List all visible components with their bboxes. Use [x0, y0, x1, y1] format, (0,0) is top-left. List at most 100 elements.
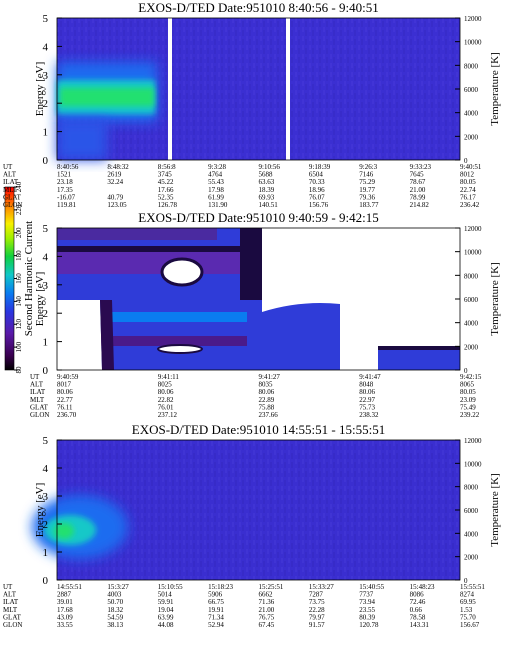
ephemeris-value: 72.46	[410, 598, 426, 606]
ephemeris-value: 3745	[158, 171, 173, 179]
ephemeris-value: 4003	[107, 591, 122, 599]
y2-axis-label: Temperature [K]	[489, 262, 501, 335]
ephemeris-value: 9:41:11	[158, 373, 180, 381]
colorbar-tick-label: 140	[15, 296, 23, 307]
ephemeris-value: 140.51	[259, 201, 279, 209]
ephemeris-value: 8025	[158, 381, 173, 389]
ephemeris-row-label: ALT	[30, 381, 44, 389]
ephemeris-row-label: UT	[3, 163, 13, 171]
ephemeris-value: 9:40:59	[57, 373, 79, 381]
ephemeris-value: 67.45	[259, 621, 275, 629]
colorbar	[5, 187, 14, 370]
ephemeris-row-label: ALT	[3, 171, 17, 179]
y2-tick-label: 12000	[464, 437, 482, 445]
y2-tick-label: 10000	[464, 249, 482, 257]
ephemeris-value: 15:40:55	[359, 583, 384, 591]
ephemeris-value: 131.90	[208, 201, 228, 209]
ephemeris-value: 17.68	[57, 606, 73, 614]
ephemeris-value: 9:41:47	[359, 373, 381, 381]
ephemeris-value: 22.82	[158, 396, 174, 404]
ephemeris-value: 22.28	[309, 606, 325, 614]
feature	[57, 246, 240, 254]
y2-tick-label: 12000	[464, 225, 482, 233]
y-axis-label: Energy [eV]	[34, 272, 46, 326]
feature	[240, 228, 262, 300]
y-tick-label: 2	[43, 98, 49, 110]
data-gap	[168, 18, 172, 160]
ephemeris-value: 238.32	[359, 411, 379, 419]
ephemeris-value: 15:18:23	[208, 583, 233, 591]
colorbar-tick-label: 200	[15, 227, 23, 238]
y-tick-label: 4	[43, 41, 49, 53]
ephemeris-value: 52.35	[158, 193, 174, 201]
ephemeris-row-label: MLT	[30, 396, 45, 404]
ephemeris-value: 76.01	[158, 403, 174, 411]
ephemeris-value: 38.13	[107, 621, 123, 629]
ephemeris-value: 9:26:3	[359, 163, 377, 171]
y-tick-label: 0	[43, 575, 49, 587]
ephemeris-value: 79.36	[359, 193, 375, 201]
spectrogram-layer	[5, 18, 460, 580]
y-tick-label: 1	[43, 337, 49, 349]
ephemeris-value: 22.97	[359, 396, 375, 404]
ephemeris-value: 59.91	[158, 598, 174, 606]
colorbar-tick-label: 100	[15, 341, 23, 352]
feature	[54, 523, 74, 539]
colorbar-tick-label: 160	[15, 273, 23, 284]
ephemeris-value: 9:10:56	[259, 163, 281, 171]
ephemeris-value: 9:40:51	[460, 163, 482, 171]
ephemeris-value: 23.55	[359, 606, 375, 614]
ephemeris-value: 214.82	[410, 201, 430, 209]
ephemeris-value: 79.97	[309, 613, 325, 621]
ephemeris-value: 17.66	[158, 186, 174, 194]
ephemeris-value: 22.89	[259, 396, 275, 404]
ephemeris-value: 8274	[460, 591, 475, 599]
ephemeris-value: 80.06	[57, 388, 73, 396]
y-tick-label: 0	[43, 155, 49, 167]
colorbar-tick-label: 80	[15, 366, 23, 374]
ephemeris-value: 9:42:15	[460, 373, 482, 381]
y-tick-label: 0	[43, 365, 49, 377]
texture	[57, 440, 460, 580]
ephemeris-row-label: ILAT	[3, 178, 19, 186]
ephemeris-value: 33.55	[57, 621, 73, 629]
no-data	[57, 300, 102, 370]
feature	[57, 336, 247, 346]
y-tick-label: 3	[43, 70, 49, 82]
ephemeris-value: 69.95	[460, 598, 476, 606]
ephemeris-value: 120.78	[359, 621, 379, 629]
y2-tick-label: 6000	[464, 296, 479, 304]
ephemeris-value: 15:10:55	[158, 583, 183, 591]
ephemeris-value: 7287	[309, 591, 324, 599]
ephemeris-value: 7146	[359, 171, 374, 179]
ephemeris-value: 17.98	[208, 186, 224, 194]
ephemeris-value: 14:55:51	[57, 583, 82, 591]
ephemeris-value: 76.07	[309, 193, 325, 201]
ephemeris-value: 22.74	[460, 186, 476, 194]
ephemeris-value: 5014	[158, 591, 173, 599]
ephemeris-value: 239.22	[460, 411, 480, 419]
y2-tick-label: 2000	[464, 133, 479, 141]
ephemeris-value: 71.34	[208, 613, 224, 621]
no-data	[157, 344, 203, 354]
ephemeris-value: 32.24	[107, 178, 123, 186]
y2-axis-label: Temperature [K]	[489, 473, 501, 546]
ephemeris-value: 19.77	[359, 186, 375, 194]
ephemeris-row-label: ALT	[3, 591, 17, 599]
ephemeris-value: 17.35	[57, 186, 73, 194]
y-tick-label: 3	[43, 280, 49, 292]
ephemeris-value: 5906	[208, 591, 223, 599]
ephemeris-value: 8017	[57, 381, 72, 389]
ephemeris-value: 8012	[460, 171, 475, 179]
y-axis-label: Energy [eV]	[34, 62, 46, 116]
y-axis-label: Energy [eV]	[34, 483, 46, 537]
ephemeris-row-label: MLT	[3, 606, 18, 614]
ephemeris-value: 143.31	[410, 621, 430, 629]
ephemeris-value: 61.99	[208, 193, 224, 201]
ephemeris-value: 236.42	[460, 201, 480, 209]
y2-tick-label: 4000	[464, 110, 479, 118]
ephemeris-value: 18.39	[259, 186, 275, 194]
ephemeris-value: 119.81	[57, 201, 76, 209]
ephemeris-value: 15:55:51	[460, 583, 485, 591]
ephemeris-value: 70.33	[309, 178, 325, 186]
